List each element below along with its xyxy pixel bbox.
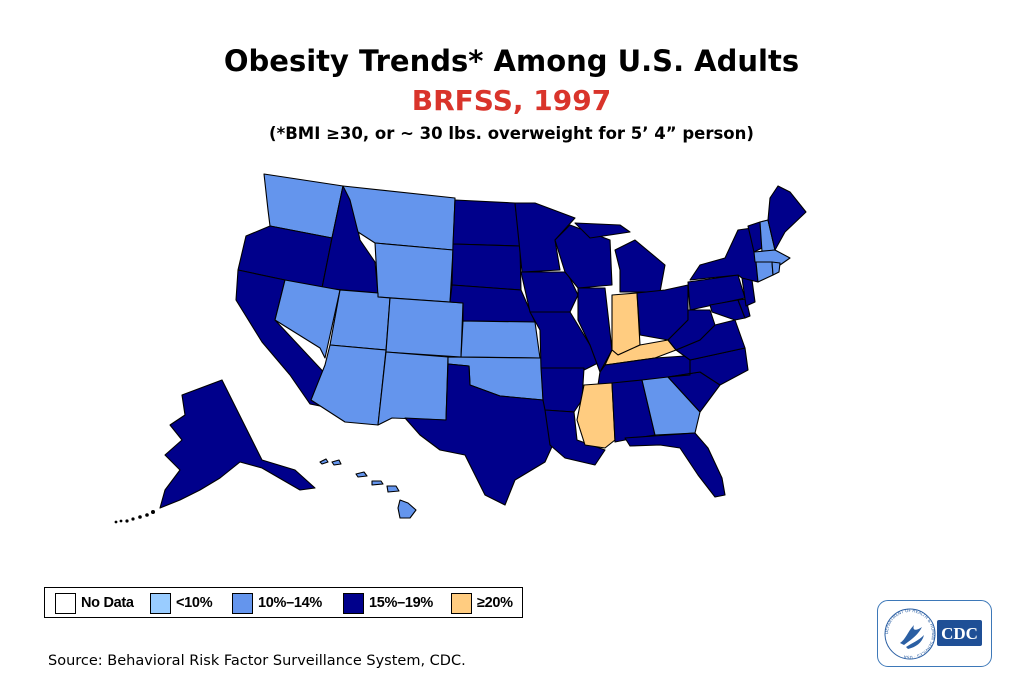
cdc-logo: DEPARTMENT OF HEALTH & HUMAN SERVICES · …: [877, 600, 992, 667]
legend-swatch-ge20: [451, 592, 472, 614]
legend-item-15-19: 15%–19%: [343, 592, 433, 614]
state-CO: [385, 297, 464, 358]
state-ND: [452, 199, 521, 247]
state-ME: [767, 185, 807, 251]
state-NM: [377, 351, 449, 426]
cdc-badge: [937, 620, 982, 646]
legend-label-10-14: 10%–14%: [258, 595, 323, 611]
state-NV: [274, 279, 341, 359]
cdc-logo-text: CDC: [941, 624, 978, 643]
state-WY: [374, 242, 454, 303]
legend-label-15-19: 15%–19%: [369, 595, 434, 611]
state-TX: [404, 363, 556, 506]
state-HI: [319, 458, 417, 519]
state-MA: [753, 249, 791, 266]
state-AR: [540, 367, 585, 413]
map-title: Obesity Trends* Among U.S. Adults: [223, 44, 800, 78]
legend-swatch-10-14: [232, 592, 253, 614]
state-SD: [451, 243, 522, 291]
alaska-aleutian-islands: [114, 510, 155, 524]
state-WV: [667, 309, 716, 351]
hhs-eagle-icon: [900, 625, 924, 649]
legend-item-ge20: ≥20%: [451, 592, 513, 614]
state-IN: [611, 292, 641, 356]
state-AZ: [310, 344, 387, 426]
state-MS: [576, 382, 616, 449]
legend-label-lt10: <10%: [176, 595, 213, 611]
state-FL: [624, 432, 726, 498]
state-GA: [641, 376, 701, 436]
legend-item-lt10: <10%: [150, 592, 213, 614]
state-KS: [460, 320, 541, 359]
legend-swatch-15-19: [343, 592, 364, 614]
state-RI: [771, 261, 781, 276]
map-subtitle: BRFSS, 1997: [411, 84, 612, 117]
legend-label-ge20: ≥20%: [477, 595, 513, 611]
map-legend: No Data <10% 10%–14% 15%–19% ≥20%: [44, 587, 523, 618]
hhs-cdc-logo-graphic: DEPARTMENT OF HEALTH & HUMAN SERVICES · …: [884, 608, 982, 660]
state-NY: [689, 227, 759, 283]
state-UT: [329, 289, 391, 351]
state-IA: [520, 271, 579, 313]
legend-swatch-lt10: [150, 592, 171, 614]
bmi-note: (*BMI ≥30, or ~ 30 lbs. overweight for 5…: [269, 124, 754, 143]
state-AK: [159, 379, 316, 509]
state-MO: [529, 311, 601, 373]
state-CT: [755, 261, 774, 283]
state-NC: [667, 347, 749, 386]
state-LA: [544, 409, 606, 466]
state-MD: [709, 299, 746, 321]
legend-label-no-data: No Data: [81, 595, 134, 611]
state-WI: [554, 224, 613, 289]
legend-item-10-14: 10%–14%: [232, 592, 322, 614]
legend-swatch-no-data: [55, 592, 76, 614]
state-NE: [449, 284, 536, 323]
legend-item-no-data: No Data: [55, 592, 134, 614]
source-note: Source: Behavioral Risk Factor Surveilla…: [48, 653, 466, 669]
